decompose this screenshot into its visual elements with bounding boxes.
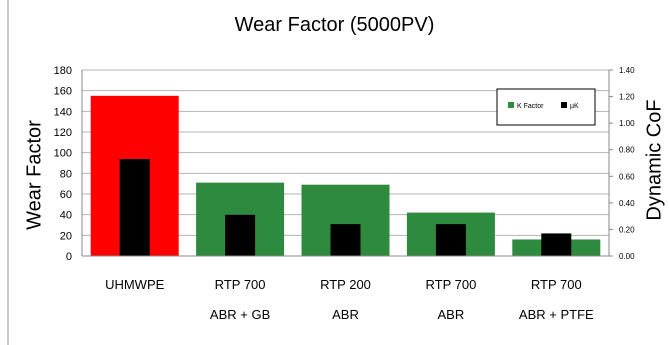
x-tick-label: RTP 700: [214, 277, 266, 292]
y-tick-label: 120: [54, 127, 72, 139]
y2-tick-label: 0.40: [619, 199, 635, 208]
x-tick-label: ABR + PTFE: [518, 307, 594, 322]
x-tick-label: RTP 700: [530, 277, 582, 292]
bar-mu-k: [330, 224, 361, 256]
y-tick-label: 160: [54, 86, 72, 98]
legend-label-k-factor: K Factor: [517, 103, 544, 110]
bar-mu-k: [435, 224, 466, 256]
y-tick-label: 20: [60, 230, 72, 242]
y-tick-label: 100: [54, 148, 72, 160]
bar-mu-k: [119, 159, 150, 256]
y2-tick-label: 0.60: [619, 172, 635, 181]
left-border-rule: [7, 0, 9, 345]
y2-tick-label: 1.20: [619, 93, 635, 102]
x-tick-label: UHMWPE: [105, 277, 165, 292]
y2-tick-label: 0.80: [619, 146, 635, 155]
y2-tick-label: 0.00: [619, 252, 635, 261]
bar-mu-k: [541, 233, 572, 256]
x-tick-label: ABR: [332, 307, 359, 322]
y-tick-label: 40: [60, 210, 72, 222]
y2-tick-label: 1.00: [619, 119, 635, 128]
y-tick-label: 80: [60, 168, 72, 180]
x-tick-label: ABR + GB: [209, 307, 271, 322]
x-tick-label: RTP 200: [320, 277, 371, 292]
legend-swatch-k-factor: [508, 102, 514, 108]
legend-swatch-mu-k: [561, 102, 567, 108]
y2-tick-label: 1.40: [619, 66, 635, 75]
y-tick-label: 60: [60, 189, 72, 201]
chart-title: Wear Factor (5000PV): [234, 14, 435, 36]
bar-mu-k: [225, 214, 256, 256]
y-tick-label: 180: [54, 65, 72, 77]
y2-tick-label: 0.20: [619, 225, 635, 234]
x-tick-label: ABR: [437, 307, 465, 322]
y-tick-label: 140: [54, 106, 72, 118]
y-tick-label: 0: [66, 251, 72, 263]
x-tick-label: RTP 700: [425, 277, 477, 292]
legend-label-mu-k: µK: [570, 103, 579, 110]
